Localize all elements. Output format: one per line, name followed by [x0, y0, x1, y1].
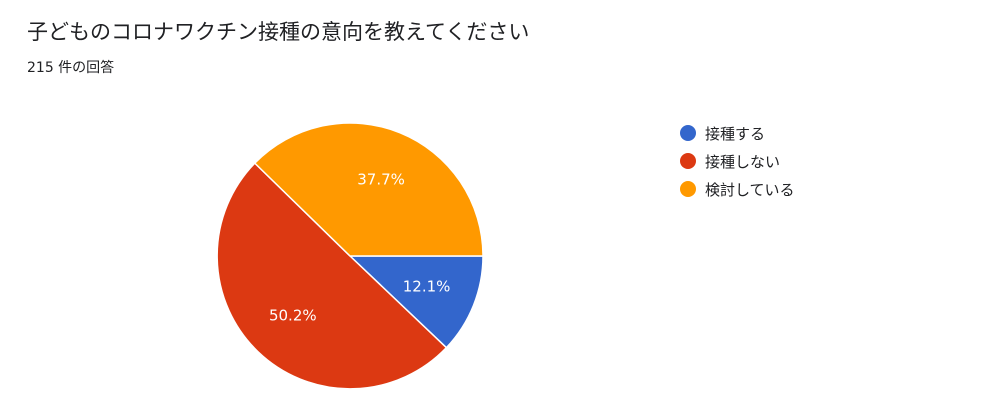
slice-value-label: 37.7%	[357, 171, 405, 189]
pie-slice[interactable]	[254, 122, 484, 257]
pie-slice-labels: 12.1% 50.2% 37.7%	[269, 171, 450, 325]
legend-item[interactable]: 接種する	[680, 119, 795, 147]
response-count: 215 件の回答	[27, 60, 115, 76]
legend-item[interactable]: 接種しない	[680, 147, 795, 175]
legend-swatch-icon	[680, 181, 696, 197]
pie-slice[interactable]	[349, 255, 484, 349]
legend-swatch-icon	[680, 125, 696, 141]
legend-swatch-icon	[680, 153, 696, 169]
pie-slice[interactable]	[216, 162, 448, 390]
pie-slices	[216, 122, 484, 390]
legend-label: 検討している	[705, 180, 795, 199]
legend-item[interactable]: 検討している	[680, 175, 795, 203]
chart-title: 子どものコロナワクチン接種の意向を教えてください	[27, 20, 530, 44]
legend-label: 接種しない	[705, 152, 781, 171]
chart-legend: 接種する接種しない検討している	[680, 119, 795, 203]
slice-value-label: 50.2%	[269, 306, 317, 324]
slice-value-label: 12.1%	[403, 278, 451, 296]
legend-label: 接種する	[705, 124, 766, 143]
